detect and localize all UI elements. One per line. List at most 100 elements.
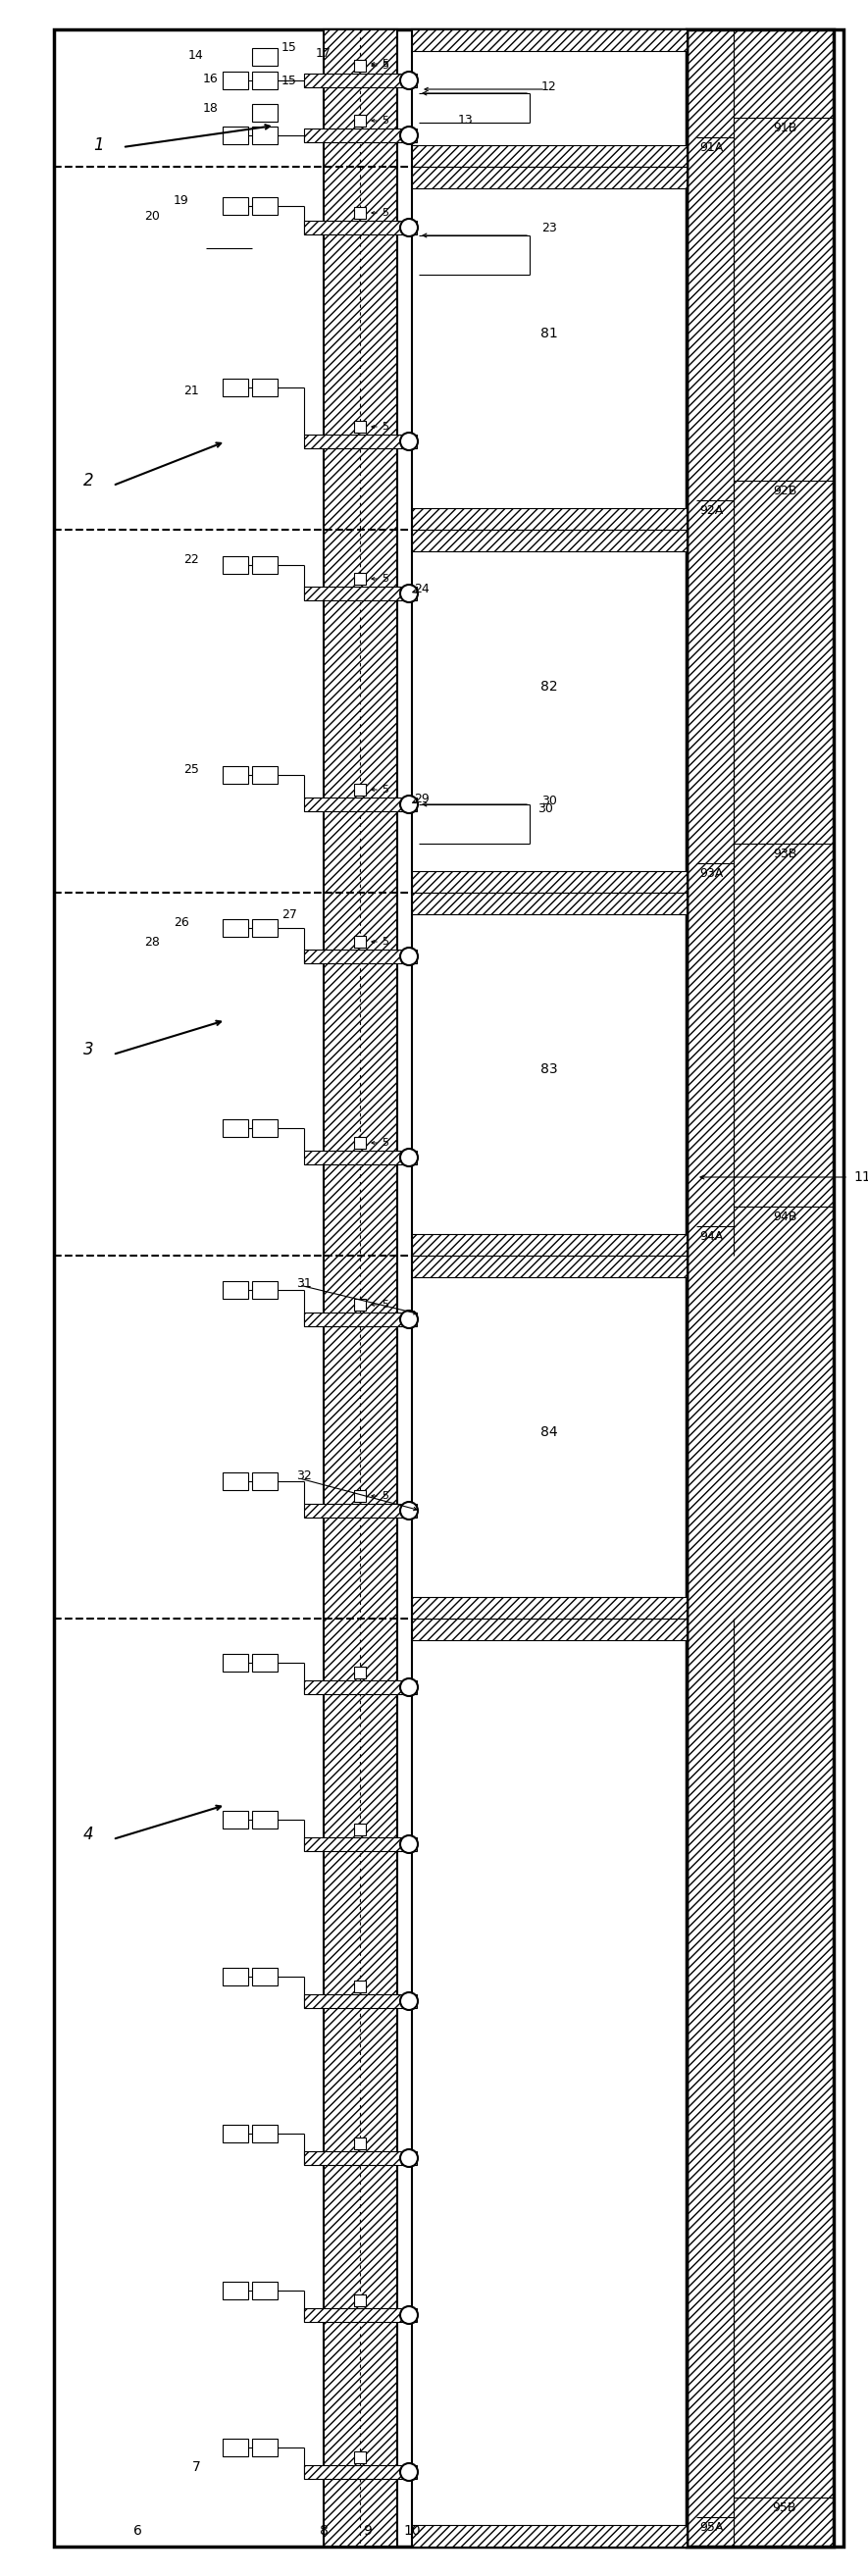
Circle shape bbox=[400, 219, 418, 237]
Text: 5: 5 bbox=[382, 938, 388, 945]
Bar bbox=[252, 2125, 278, 2143]
Text: 5: 5 bbox=[382, 574, 388, 585]
Bar bbox=[412, 894, 687, 1255]
Bar bbox=[222, 765, 248, 783]
Bar bbox=[412, 1618, 687, 2548]
Text: 29: 29 bbox=[414, 793, 430, 804]
Bar bbox=[304, 1151, 417, 1164]
Bar bbox=[222, 379, 248, 397]
Circle shape bbox=[400, 72, 418, 90]
Text: 21: 21 bbox=[183, 384, 199, 397]
Text: 91A: 91A bbox=[700, 142, 723, 155]
Bar bbox=[252, 2439, 278, 2458]
Circle shape bbox=[400, 433, 418, 451]
Text: 18: 18 bbox=[203, 100, 219, 113]
Bar bbox=[412, 1234, 687, 1255]
Bar bbox=[412, 531, 687, 551]
Bar bbox=[412, 28, 687, 52]
Circle shape bbox=[400, 585, 418, 603]
Bar bbox=[252, 1654, 278, 1672]
Text: 91B: 91B bbox=[773, 121, 797, 134]
Circle shape bbox=[400, 2463, 418, 2481]
Text: 93B: 93B bbox=[773, 848, 797, 860]
Bar bbox=[354, 572, 365, 585]
Bar bbox=[354, 1298, 365, 1311]
Text: 26: 26 bbox=[174, 914, 189, 927]
Text: 81: 81 bbox=[541, 327, 558, 340]
Bar bbox=[252, 556, 278, 574]
Text: 25: 25 bbox=[183, 762, 199, 775]
Text: 94A: 94A bbox=[700, 1229, 723, 1242]
Text: 94B: 94B bbox=[773, 1211, 797, 1224]
Bar bbox=[304, 1837, 417, 1852]
Bar bbox=[222, 1121, 248, 1136]
Text: 95A: 95A bbox=[699, 2519, 723, 2532]
Text: 2: 2 bbox=[83, 471, 94, 489]
Text: 28: 28 bbox=[144, 935, 160, 948]
Text: 5: 5 bbox=[382, 116, 388, 126]
Bar bbox=[412, 507, 687, 531]
Bar bbox=[354, 206, 365, 219]
Bar bbox=[412, 167, 687, 531]
Bar bbox=[222, 920, 248, 938]
Text: 84: 84 bbox=[541, 1425, 558, 1440]
Bar bbox=[252, 1811, 278, 1829]
Bar bbox=[222, 72, 248, 90]
Text: 95B: 95B bbox=[773, 2501, 797, 2514]
Text: 20: 20 bbox=[144, 209, 160, 222]
Bar bbox=[222, 1654, 248, 1672]
Bar bbox=[222, 1473, 248, 1489]
Text: 24: 24 bbox=[414, 582, 430, 595]
Text: 92A: 92A bbox=[700, 505, 723, 515]
Circle shape bbox=[400, 1680, 418, 1695]
Bar bbox=[354, 935, 365, 948]
Bar bbox=[304, 799, 417, 811]
Bar bbox=[354, 2452, 365, 2463]
Bar bbox=[252, 198, 278, 214]
Circle shape bbox=[400, 1834, 418, 1852]
Bar bbox=[252, 765, 278, 783]
Bar bbox=[354, 783, 365, 796]
Bar bbox=[304, 2151, 417, 2164]
Bar bbox=[354, 1981, 365, 1991]
Text: 32: 32 bbox=[296, 1471, 312, 1484]
Text: 5: 5 bbox=[382, 59, 388, 70]
Bar bbox=[222, 2439, 248, 2458]
Bar bbox=[304, 2308, 417, 2321]
Bar bbox=[304, 1680, 417, 1695]
Text: 30: 30 bbox=[537, 804, 553, 817]
Bar bbox=[252, 379, 278, 397]
Bar bbox=[222, 2125, 248, 2143]
Bar bbox=[304, 587, 417, 600]
Bar bbox=[304, 75, 417, 88]
Bar bbox=[304, 1314, 417, 1327]
Bar bbox=[412, 1618, 687, 1641]
Bar bbox=[354, 1489, 365, 1502]
Bar bbox=[222, 198, 248, 214]
Bar bbox=[252, 1473, 278, 1489]
Text: 23: 23 bbox=[542, 222, 557, 234]
Circle shape bbox=[400, 796, 418, 814]
Bar bbox=[252, 1121, 278, 1136]
Text: 83: 83 bbox=[541, 1061, 558, 1077]
Circle shape bbox=[400, 126, 418, 144]
Bar bbox=[412, 871, 687, 894]
Bar bbox=[354, 1667, 365, 1680]
Text: 11: 11 bbox=[853, 1170, 868, 1185]
Text: 5: 5 bbox=[382, 422, 388, 433]
Text: 22: 22 bbox=[183, 554, 199, 567]
Bar bbox=[222, 2282, 248, 2300]
Text: 16: 16 bbox=[203, 72, 219, 85]
Text: 5: 5 bbox=[382, 1492, 388, 1502]
Bar bbox=[354, 1136, 365, 1149]
Circle shape bbox=[400, 1149, 418, 1167]
Text: 31: 31 bbox=[296, 1278, 312, 1291]
Text: 92B: 92B bbox=[773, 484, 797, 497]
Bar bbox=[412, 1597, 687, 1618]
Bar bbox=[304, 222, 417, 234]
Text: 5: 5 bbox=[382, 1301, 388, 1309]
Bar bbox=[412, 167, 687, 188]
Bar bbox=[252, 2282, 278, 2300]
Text: 1: 1 bbox=[93, 137, 103, 155]
Bar bbox=[412, 28, 687, 167]
